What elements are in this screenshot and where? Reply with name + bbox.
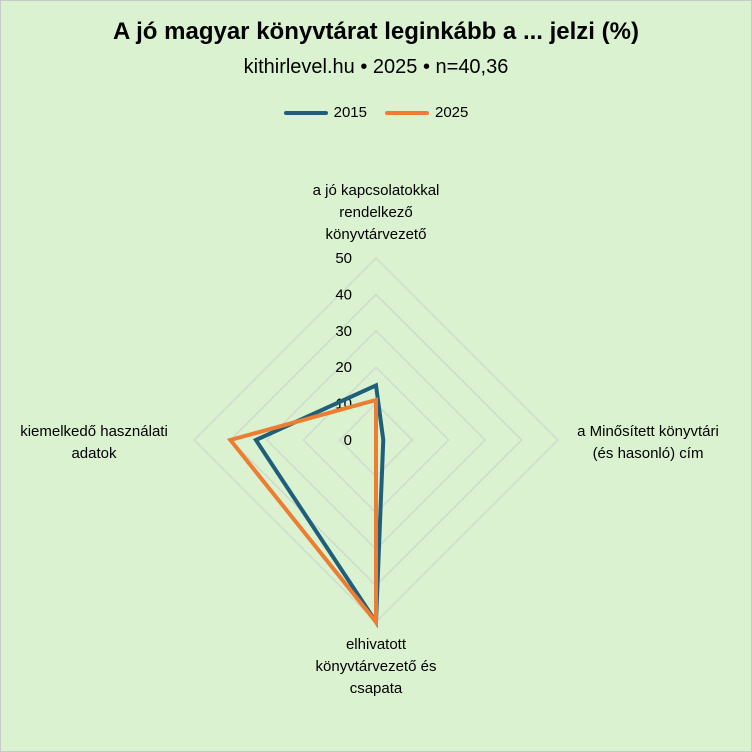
- legend-entry-2015: 2015: [283, 104, 367, 121]
- radial-tick-label: 30: [335, 323, 352, 340]
- series-line-2025: [226, 397, 378, 628]
- axis-label-dedicated-team: elhivatott könyvtárvezető és csapata: [286, 634, 466, 700]
- axis-label-line: rendelkező: [339, 204, 413, 221]
- radial-tick-label: 40: [335, 286, 352, 303]
- axis-label-usage-data: kiemelkedő használati adatok: [6, 421, 182, 465]
- axis-label-line: kiemelkedő használati: [20, 423, 168, 440]
- legend-swatch-2015: [283, 110, 328, 115]
- axis-label-qualified-title: a Minősített könyvtári (és hasonló) cím: [548, 421, 748, 465]
- legend-label-2025: 2025: [435, 104, 469, 121]
- axis-label-line: a Minősített könyvtári: [577, 423, 719, 440]
- axis-label-line: adatok: [71, 445, 117, 462]
- radial-tick-label: 20: [335, 359, 352, 376]
- chart-title: A jó magyar könyvtárat leginkább a ... j…: [113, 18, 639, 45]
- axis-label-line: a jó kapcsolatokkal: [312, 182, 440, 199]
- axis-label-line: csapata: [349, 680, 403, 697]
- axis-label-line: könyvtárvezető: [325, 226, 427, 243]
- chart-legend: 2015 2025: [0, 104, 752, 121]
- legend-label-2015: 2015: [333, 104, 367, 121]
- axis-label-connections: a jó kapcsolatokkal rendelkező könyvtárvez…: [266, 180, 486, 246]
- legend-entry-2025: 2025: [385, 104, 468, 121]
- axis-label-line: könyvtárvezető és: [315, 658, 437, 675]
- legend-swatch-2025: [385, 110, 429, 115]
- radial-tick-label: 50: [335, 250, 352, 267]
- axis-label-line: (és hasonló) cím: [592, 445, 704, 462]
- chart-subtitle: kithirlevel.hu • 2025 • n=40,36: [243, 56, 509, 78]
- axis-label-line: elhivatott: [345, 636, 407, 653]
- series-line-2015: [252, 382, 386, 629]
- radial-tick-label: 0: [344, 432, 352, 449]
